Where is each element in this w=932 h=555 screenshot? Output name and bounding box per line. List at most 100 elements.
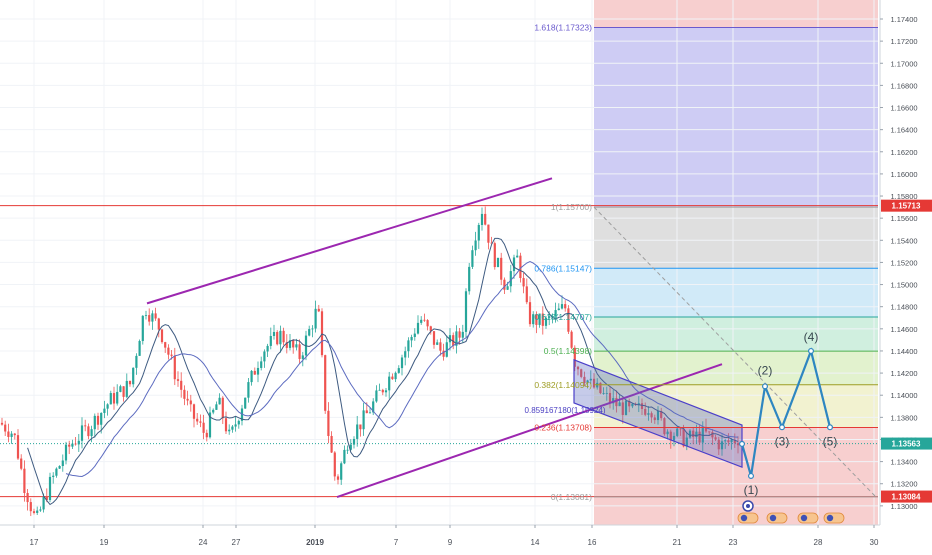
descending-channel[interactable]	[573, 358, 743, 469]
fib-label: 1.618(1.17323)	[534, 23, 592, 33]
event-icon-dot	[746, 504, 750, 508]
candle-body	[631, 403, 634, 407]
candle-body	[16, 435, 20, 459]
wave-label: (3)	[775, 434, 790, 448]
candle-body	[570, 331, 573, 348]
candle-body	[637, 403, 640, 405]
candle-body	[202, 422, 205, 433]
candle-body	[180, 380, 183, 390]
candle-body	[704, 426, 708, 432]
candle-body	[480, 213, 484, 225]
candle-body	[724, 440, 727, 442]
time-axis[interactable]: 17 19 24 27 2019 7 9 14 16 21 23 28 30	[0, 524, 932, 550]
time-tick-label: 7	[394, 538, 399, 547]
price-label-box[interactable]	[881, 199, 932, 212]
wave-point[interactable]	[738, 440, 745, 447]
candle-body	[343, 449, 346, 464]
grid	[0, 0, 878, 529]
elliott-wave-path[interactable]: (1) (2) (3) (4) (5)	[738, 330, 838, 497]
time-tick-label: 17	[30, 538, 39, 547]
candle-body	[375, 390, 378, 402]
price-tick-label: 1.17000	[890, 59, 917, 68]
candle-body	[324, 355, 327, 411]
price-tick-label: 1.15800	[890, 192, 917, 201]
candle-body	[240, 408, 244, 421]
candle-body	[532, 314, 535, 325]
candle-body	[314, 308, 317, 329]
moving-average-fast	[27, 237, 739, 506]
candle-body	[285, 342, 288, 348]
candle-body	[170, 354, 173, 356]
wave-point[interactable]	[807, 347, 814, 354]
price-label-1[interactable]: 1.13563	[892, 440, 921, 449]
candle-body	[74, 443, 77, 445]
candle-body	[205, 432, 208, 438]
price-label-box[interactable]	[881, 437, 932, 450]
candle-body	[666, 431, 669, 435]
candle-body	[148, 315, 151, 322]
candle-body	[173, 355, 176, 380]
candle-body	[228, 429, 231, 432]
candle-body	[535, 314, 538, 325]
wave-point[interactable]	[761, 383, 768, 390]
candle-body	[333, 452, 336, 477]
candle-body	[474, 240, 477, 251]
candle-body	[461, 331, 464, 338]
wave-polyline[interactable]	[740, 347, 832, 477]
candle-body	[199, 421, 202, 423]
price-axis[interactable]: 1.17400 1.17200 1.17000 1.16800 1.16600 1.164…	[879, 0, 932, 550]
fib-label: 0(1.13081)	[551, 492, 592, 502]
candle-body	[583, 376, 586, 384]
candle-body	[484, 213, 487, 225]
fib-band-0.5	[594, 351, 878, 385]
candle-body	[128, 380, 132, 385]
candle-body	[132, 367, 135, 385]
lower-channel-line[interactable]	[336, 363, 723, 498]
time-tick-label: 23	[729, 538, 738, 547]
candle-body	[36, 510, 39, 513]
candle-body	[608, 392, 612, 404]
candle-body	[244, 397, 247, 409]
candle-body	[119, 386, 122, 392]
wave-point[interactable]	[778, 424, 785, 431]
price-tick-label: 1.14200	[890, 369, 917, 378]
price-label-0[interactable]: 1.15713	[892, 202, 921, 211]
candle-body	[336, 476, 340, 480]
channel-lines[interactable]	[146, 177, 743, 498]
candle-body	[212, 409, 215, 413]
candle-body	[208, 412, 212, 438]
candle-body	[154, 313, 157, 319]
candle-body	[365, 410, 368, 414]
candle-body	[727, 440, 730, 443]
candle-body	[567, 308, 570, 332]
candle-body	[736, 443, 740, 446]
candle-body	[695, 431, 698, 438]
price-label-box[interactable]	[881, 490, 932, 503]
candle-body	[100, 412, 103, 425]
event-icons[interactable]	[737, 500, 845, 524]
candle-body	[48, 476, 52, 501]
candle-body	[320, 311, 324, 356]
candle-body	[71, 443, 74, 447]
upper-channel-line[interactable]	[146, 177, 553, 305]
wave-point[interactable]	[826, 424, 833, 431]
candle-body	[644, 408, 647, 415]
candle-body	[676, 428, 679, 436]
candle-body	[4, 424, 7, 432]
candle-body	[682, 428, 685, 447]
candle-body	[176, 379, 180, 381]
candle-body	[196, 418, 199, 422]
candle-body	[573, 347, 576, 367]
candle-body	[55, 468, 58, 476]
fib-band-1.618	[594, 27, 878, 208]
candle-body	[109, 393, 112, 405]
wave-point[interactable]	[747, 472, 754, 479]
candle-body	[432, 331, 436, 345]
wave-label: (4)	[804, 330, 819, 344]
candle-body	[61, 460, 64, 467]
time-axis-bg	[0, 525, 932, 550]
candle-body	[23, 468, 26, 493]
price-label-2[interactable]: 1.13084	[892, 493, 921, 502]
